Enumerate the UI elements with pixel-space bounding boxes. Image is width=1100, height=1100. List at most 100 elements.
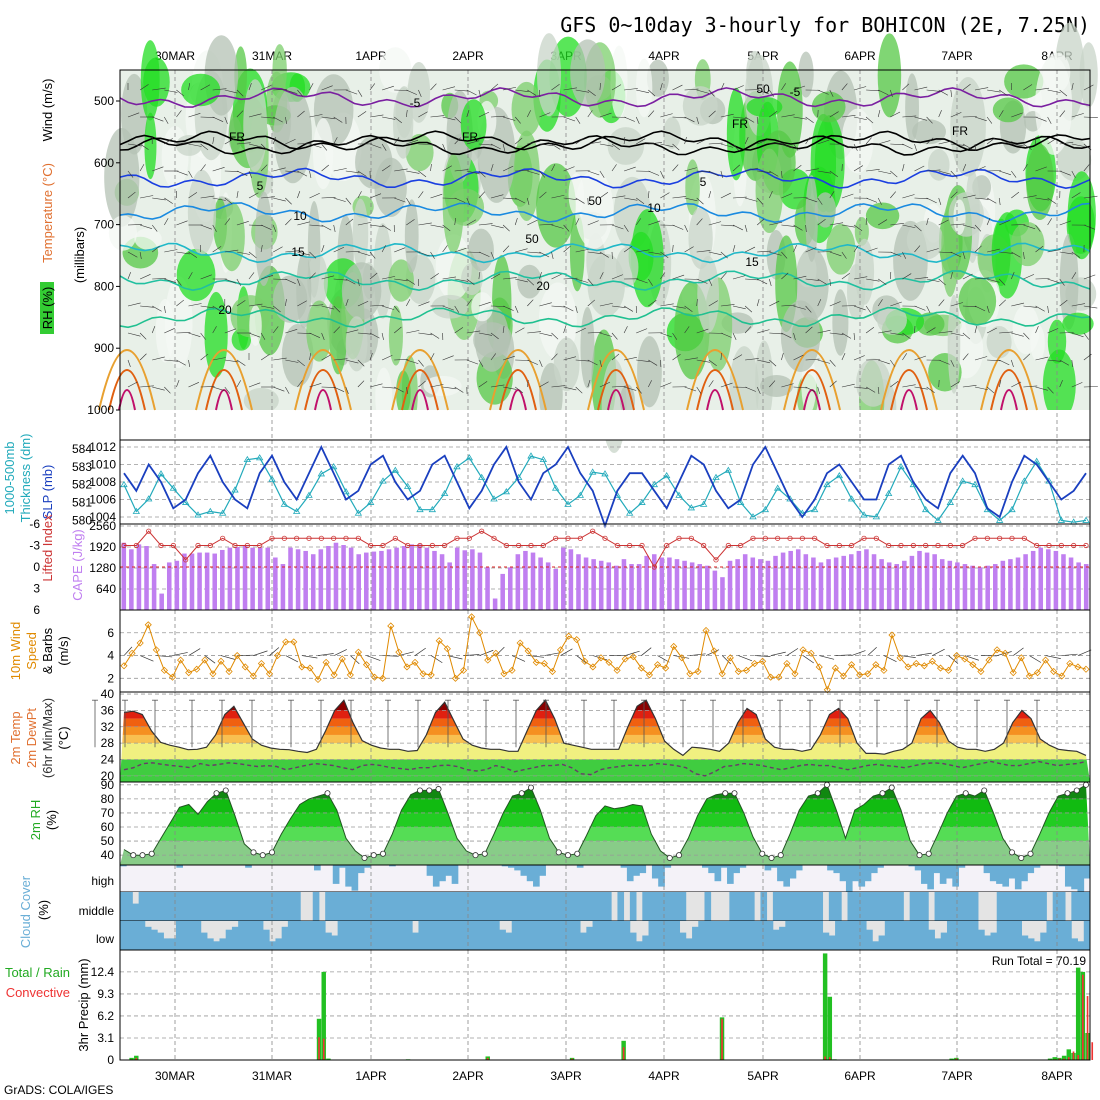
wind-barb [648,251,662,255]
wind-barb [551,164,556,172]
rh-shade [175,134,203,156]
wind-barb [273,305,281,313]
temp-label-0: Temperature (°C) [40,163,55,263]
wind-barb [744,224,748,233]
wind-barb [974,325,977,334]
wind-speed-marker [686,670,694,678]
wind-barb [1035,166,1047,172]
li-marker [651,564,657,570]
wind-barb [297,332,312,334]
cloud-bar [501,865,509,867]
cloud-bar [362,892,370,921]
cloud-bar [399,892,407,921]
cloud-bar [639,865,647,874]
wind-speed-marker [468,613,476,621]
li-marker [602,535,608,541]
cape-bar [864,549,869,610]
wind-barb [127,224,142,226]
wind-barb [261,116,275,119]
cloud-bar [859,892,867,921]
cloud-bar [816,892,824,921]
wind-barb [406,109,408,118]
wind-barb [611,224,624,230]
wind-speed-marker [540,659,548,668]
wind-barb-10m [883,655,897,663]
wind-barb [575,359,590,362]
precip-conv-bar [1072,1051,1075,1060]
cloud-bar [810,921,817,950]
rh-marker [565,852,572,859]
wind-barb [551,273,562,280]
li-marker [133,542,139,549]
wind-barb [164,89,178,93]
wind-barb [660,192,670,199]
wind-barb [1083,84,1094,91]
cloud-bar [667,892,674,921]
wind-barb [902,251,907,259]
wind-barb [878,89,889,96]
cloud-bar [909,921,917,950]
li-marker [281,535,287,541]
slp-line [123,444,1087,529]
wind-barb [466,299,472,307]
cloud-bar [897,892,904,921]
cape-bar [902,560,907,610]
cloud-bar [983,865,991,874]
wind-barb-10m [835,654,852,656]
cloud-bar [480,921,488,950]
wind-barb [418,170,427,178]
rh-marker [1018,854,1025,861]
wind-barb-10m [479,649,494,656]
wind-barb [890,380,899,388]
wind-barb [878,330,892,334]
wind-barb [575,278,588,283]
wind-barb [1059,251,1074,255]
wind-barb [285,218,292,226]
bl-temp-arc [783,349,841,411]
wind-speed-marker [395,648,403,656]
wind-barb [829,191,835,199]
cloud-bar [287,892,295,921]
rh-shade [155,298,175,363]
cloud-bar [432,865,440,887]
cloud-bar [971,921,979,950]
cape-bar [568,549,574,610]
wind-barb [829,278,831,287]
cloud-bar [530,921,538,950]
wind-barb [720,143,734,148]
wind-barb [345,250,360,253]
wind-barb [381,332,384,341]
wind-barb [757,89,769,95]
wind-barb [769,170,779,177]
wind-barb [285,359,299,363]
wind-barb [611,195,626,199]
wind-barb [248,303,263,307]
rh2m-axis-label-1: (%) [44,810,59,830]
wind-barb [805,305,812,313]
cloud-bar [884,921,892,950]
wind-barb [188,143,202,147]
wind-speed-marker [759,657,767,665]
wind-barb [950,381,960,388]
cloud-bar [451,865,459,884]
cape-bar [371,551,377,610]
cape-bar [250,547,255,610]
cloud-bar [940,932,948,950]
cloud-bar [356,892,363,921]
wind-barb [624,166,636,172]
cape-bar [758,559,763,610]
wind-barb [587,359,598,366]
li-marker [1058,542,1064,549]
wind-barb-10m [1029,655,1042,663]
wind-barb [442,116,456,121]
cloud-bar [455,892,463,921]
wind-barb [805,224,807,233]
rh-shade [468,228,494,272]
wind-barb-10m [414,647,426,656]
cloud-bar [120,892,127,921]
temp-line [123,699,1087,757]
cloud-bar [144,892,152,921]
wind-barb [865,326,875,334]
